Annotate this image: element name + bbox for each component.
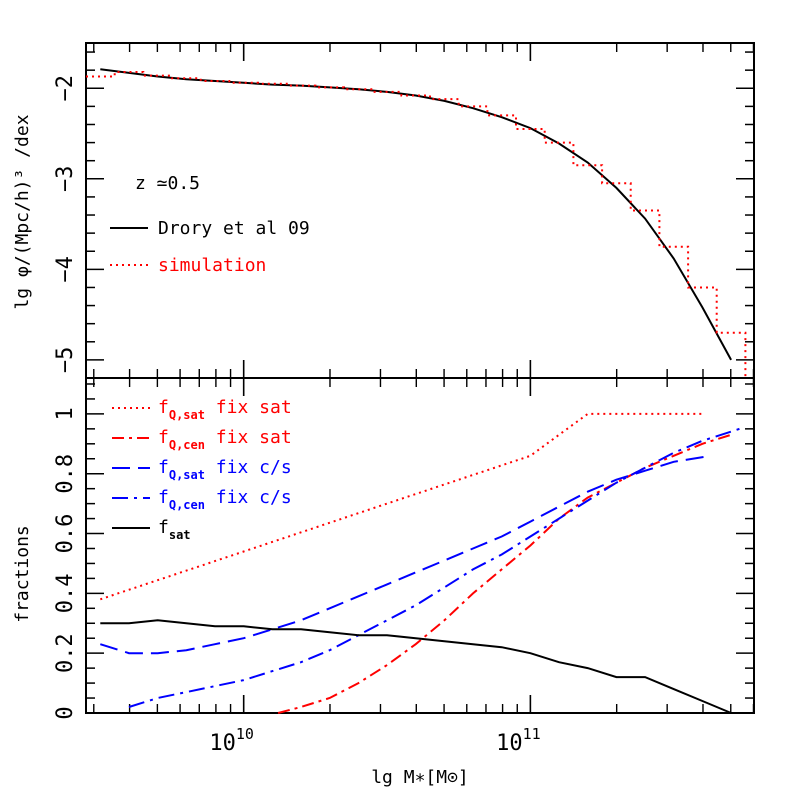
y-tick-label: 1 bbox=[53, 407, 78, 420]
top-legend: z ≃0.5 Drory et al 09 simulation bbox=[110, 173, 310, 276]
redshift-annotation: z ≃0.5 bbox=[135, 173, 200, 194]
legend-label: simulation bbox=[158, 255, 266, 276]
bottom-panel-series bbox=[99, 412, 741, 714]
legend-label: fQ,sat fix c/s bbox=[158, 457, 292, 482]
series-line-4 bbox=[100, 619, 732, 714]
bottom-legend: fQ,sat fix sat fQ,cen fix sat fQ,sat fix c… bbox=[112, 397, 292, 542]
y-tick-label: −3 bbox=[53, 166, 78, 193]
legend-label: fQ,cen fix c/s bbox=[158, 487, 292, 512]
y-tick-label: 0.6 bbox=[53, 514, 78, 554]
legend-label: fsat bbox=[158, 517, 191, 542]
legend-label: Drory et al 09 bbox=[158, 218, 310, 239]
y-tick-label: 0.8 bbox=[53, 454, 78, 494]
top-panel-series bbox=[86, 68, 747, 378]
y-tick-label: 0.4 bbox=[53, 573, 78, 613]
series-line-3 bbox=[128, 427, 741, 708]
y-tick-label: −2 bbox=[53, 75, 78, 102]
series-line-2 bbox=[100, 454, 712, 655]
y-tick-label: 0 bbox=[53, 706, 78, 719]
axis-ticks bbox=[86, 43, 755, 714]
top-y-axis-title: lg φ/(Mpc/h)³ /dex bbox=[12, 114, 33, 309]
y-tick-label: −5 bbox=[53, 347, 78, 374]
series-line-1 bbox=[277, 433, 732, 714]
x-axis-title: lg M∗[M⊙] bbox=[371, 767, 469, 788]
bottom-y-axis-title: fractions bbox=[12, 525, 33, 623]
series-line-1 bbox=[86, 71, 747, 378]
legend-label: fQ,sat fix sat bbox=[158, 397, 292, 422]
legend-label: fQ,cen fix sat bbox=[158, 427, 292, 452]
bottom-panel-frame bbox=[85, 377, 755, 714]
x-tick-label: 1011 bbox=[496, 725, 541, 756]
y-tick-label: 0.2 bbox=[53, 633, 78, 673]
y-tick-label: −4 bbox=[53, 256, 78, 283]
axis-labels: 1010 1011 −2 −3 −4 −5 0 0.2 0.4 0.6 0.8 1 lg φ/(Mpc/… bbox=[12, 75, 541, 788]
x-tick-label: 1010 bbox=[209, 725, 254, 756]
